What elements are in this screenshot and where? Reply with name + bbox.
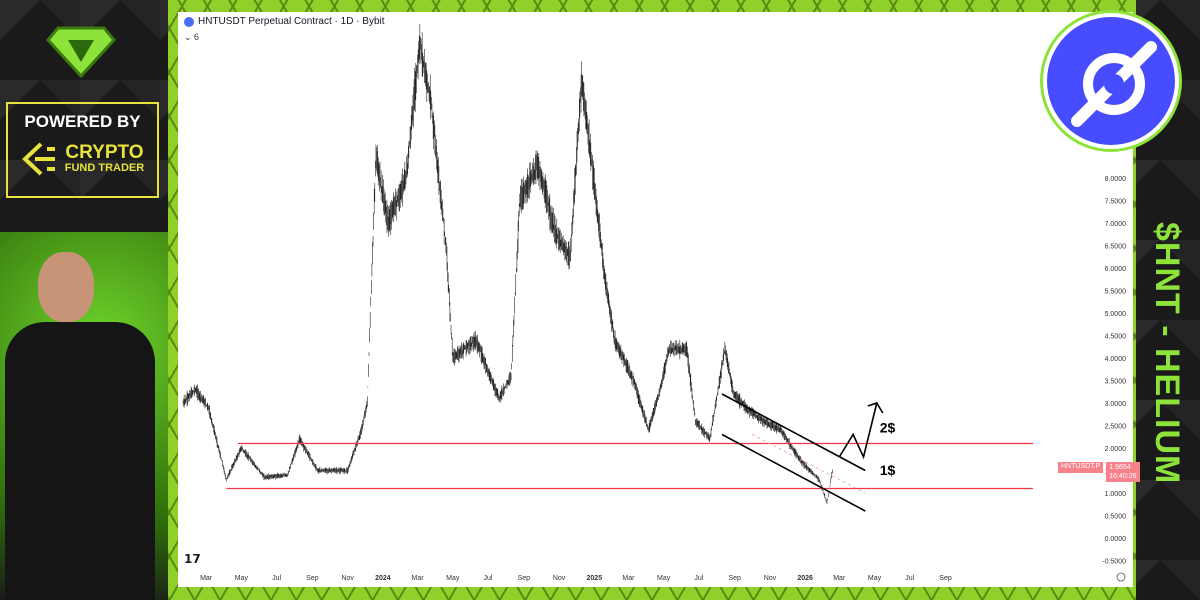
- chart-title: HNTUSDT Perpetual Contract · 1D · Bybit: [184, 16, 385, 27]
- brand-line2: FUND TRADER: [64, 162, 145, 174]
- indicator-count: 6: [194, 32, 200, 42]
- price-tag-symbol: HNTUSDT.P: [1058, 462, 1104, 473]
- y-tick-label: 4.0000: [1105, 356, 1127, 363]
- arrow-head-icon: [867, 402, 884, 414]
- indicators-toggle[interactable]: ⌄ 6: [184, 32, 200, 42]
- x-tick-label: Sep: [518, 575, 531, 582]
- tradingview-logo-icon[interactable]: 𝟭𝟳: [184, 552, 201, 566]
- price-chart[interactable]: 8.0000 7.5000 7.0000 6.5000 6.0000 5.5000 5.00…: [178, 12, 1140, 587]
- x-tick-label: Nov: [553, 575, 566, 582]
- brand-line1: CRYPTO: [65, 142, 144, 163]
- settings-icon: [1116, 572, 1126, 582]
- y-tick-label: -0.5000: [1102, 559, 1126, 566]
- powered-by-label: POWERED BY: [24, 112, 141, 131]
- x-tick-label: Sep: [306, 575, 319, 582]
- y-tick-label: 3.5000: [1105, 379, 1127, 386]
- x-tick-label: Mar: [833, 575, 846, 582]
- y-tick-label: 2.0000: [1105, 446, 1127, 453]
- powered-by-box: POWERED BY CRYPTO FUND TRADER: [6, 102, 159, 198]
- annotation-label: 1$: [880, 462, 896, 478]
- crypto-fund-trader-logo-icon: [21, 142, 55, 176]
- x-tick-label: 2025: [587, 575, 603, 582]
- price-tag-value: 1.5654: [1109, 464, 1131, 471]
- gem-logo-icon: [46, 26, 116, 78]
- y-tick-label: 6.5000: [1105, 244, 1127, 251]
- x-tick-label: May: [657, 575, 671, 582]
- x-tick-label: Jul: [694, 575, 703, 582]
- y-tick-label: 6.0000: [1105, 266, 1127, 273]
- y-tick-label: 4.5000: [1105, 334, 1127, 341]
- channel-lower-line: [721, 433, 866, 512]
- y-tick-label: 8.0000: [1105, 176, 1127, 183]
- sidebar: POWERED BY CRYPTO FUND TRADER: [0, 0, 168, 600]
- symbol-icon: [184, 16, 194, 27]
- annotation-label: 2$: [880, 419, 896, 435]
- x-tick-label: Jul: [484, 575, 493, 582]
- x-tick-label: May: [868, 575, 882, 582]
- y-tick-label: 7.5000: [1105, 199, 1127, 206]
- channel-upper-line: [721, 393, 866, 472]
- y-tick-label: 5.0000: [1105, 311, 1127, 318]
- chart-title-text: HNTUSDT Perpetual Contract · 1D · Bybit: [198, 16, 385, 27]
- helium-logo-icon: [1040, 10, 1182, 152]
- x-tick-label: May: [446, 575, 460, 582]
- y-tick-label: 5.5000: [1105, 289, 1127, 296]
- y-tick-label: 0.5000: [1105, 514, 1127, 521]
- y-tick-label: 7.0000: [1105, 221, 1127, 228]
- x-tick-label: May: [235, 575, 249, 582]
- y-tick-label: 0.0000: [1105, 536, 1127, 543]
- y-tick-label: 3.0000: [1105, 401, 1127, 408]
- price-tag: HNTUSDT.P 1.5654 16:40:26: [1058, 462, 1140, 482]
- x-tick-label: Nov: [341, 575, 354, 582]
- projection-arrow: [838, 402, 878, 460]
- presenter-photo: [0, 232, 168, 600]
- chart-canvas[interactable]: 8.0000 7.5000 7.0000 6.5000 6.0000 5.5000 5.00…: [178, 12, 1133, 587]
- x-tick-label: 2026: [797, 575, 813, 582]
- price-tag-countdown: 16:40:26: [1109, 473, 1137, 480]
- x-tick-label: Jul: [905, 575, 914, 582]
- x-tick-label: Sep: [939, 575, 952, 582]
- x-tick-label: 2024: [375, 575, 391, 582]
- banner-title: $HNT - HELIUM: [1148, 222, 1186, 485]
- x-tick-label: Mar: [200, 575, 213, 582]
- y-tick-label: 1.0000: [1105, 491, 1127, 498]
- x-tick-label: Jul: [272, 575, 281, 582]
- x-tick-label: Mar: [412, 575, 425, 582]
- y-tick-label: 2.5000: [1105, 424, 1127, 431]
- x-tick-label: Sep: [728, 575, 741, 582]
- x-tick-label: Mar: [622, 575, 635, 582]
- x-tick-label: Nov: [764, 575, 777, 582]
